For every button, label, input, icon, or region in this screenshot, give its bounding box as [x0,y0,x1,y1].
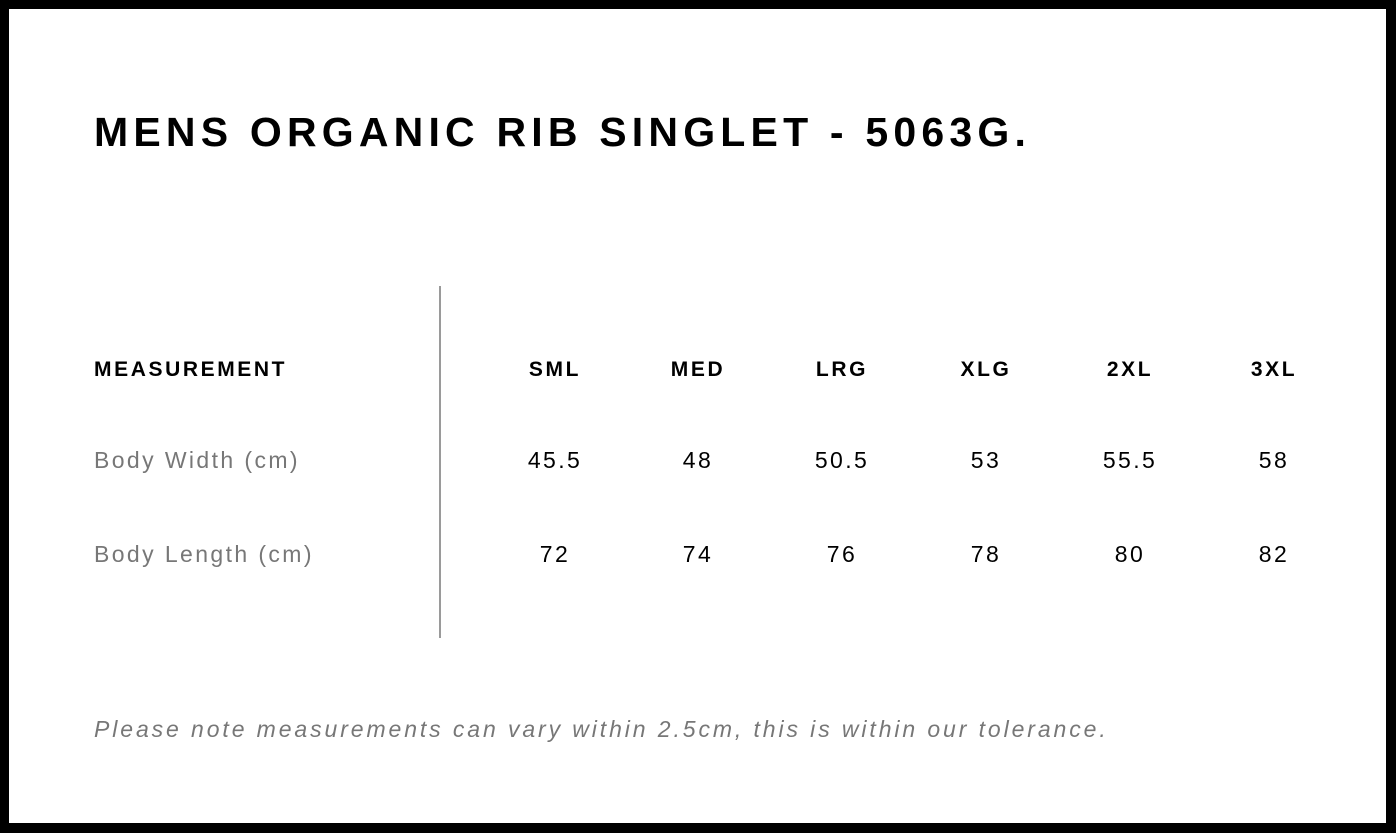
tolerance-note: Please note measurements can vary within… [94,716,1109,742]
size-chart-card: MENS ORGANIC RIB SINGLET - 5063G. MEASUR… [9,9,1386,823]
row-label: Body Width (cm) [94,447,300,473]
table-cell: 55.5 [1102,447,1158,473]
column-divider [439,286,441,638]
table-cell: 45.5 [527,447,583,473]
size-header-2xl: 2XL [1106,358,1154,381]
table-cell: 48 [682,447,714,473]
size-header-xlg: XLG [960,358,1012,381]
table-cell: 76 [826,541,858,567]
table-cell: 50.5 [814,447,870,473]
table-cell: 80 [1114,541,1146,567]
table-cell: 74 [682,541,714,567]
size-header-med: MED [670,358,726,381]
row-label: Body Length (cm) [94,541,314,567]
measurement-header: MEASUREMENT [94,358,288,381]
table-cell: 78 [970,541,1002,567]
table-cell: 82 [1258,541,1290,567]
table-cell: 58 [1258,447,1290,473]
page-title: MENS ORGANIC RIB SINGLET - 5063G. [94,109,1032,155]
table-cell: 53 [970,447,1002,473]
size-header-lrg: LRG [815,358,869,381]
size-header-sml: SML [528,358,582,381]
size-header-3xl: 3XL [1250,358,1298,381]
table-cell: 72 [539,541,571,567]
